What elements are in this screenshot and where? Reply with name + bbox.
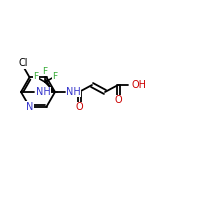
Text: Cl: Cl bbox=[18, 58, 28, 68]
Text: N: N bbox=[26, 102, 33, 112]
Text: F: F bbox=[43, 67, 48, 76]
Text: NH: NH bbox=[66, 87, 81, 97]
Text: F: F bbox=[52, 72, 57, 81]
Text: NH: NH bbox=[36, 87, 51, 97]
Text: F: F bbox=[33, 72, 38, 81]
Text: O: O bbox=[114, 95, 122, 105]
Text: OH: OH bbox=[131, 80, 146, 90]
Text: O: O bbox=[75, 102, 83, 112]
